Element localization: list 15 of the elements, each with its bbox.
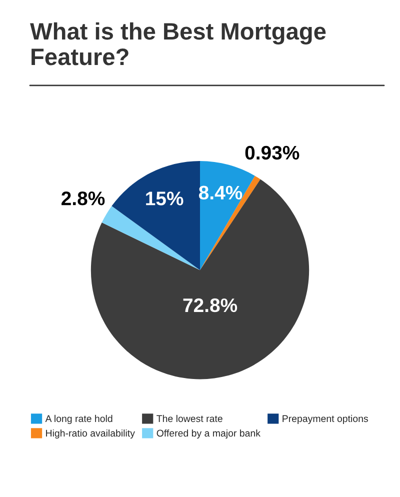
data-label: 72.8% (183, 298, 238, 312)
chart-title: What is the Best Mortgage Feature? (30, 22, 326, 66)
data-label: 15% (146, 192, 184, 206)
legend-label: Prepayment options (282, 414, 368, 424)
legend-label: High-ratio availability (46, 429, 135, 439)
pie-slice (102, 206, 200, 270)
data-label: 8.4% (198, 186, 242, 200)
data-label: 2.8% (62, 192, 105, 206)
pie-slice (112, 161, 200, 270)
legend-label: Offered by a major bank (156, 429, 260, 439)
legend-label: The lowest rate (156, 414, 222, 422)
data-label: 0.93% (245, 146, 300, 160)
pie-slice (200, 161, 255, 270)
pie-slice (200, 176, 260, 270)
legend-label: A long rate hold (45, 414, 112, 424)
